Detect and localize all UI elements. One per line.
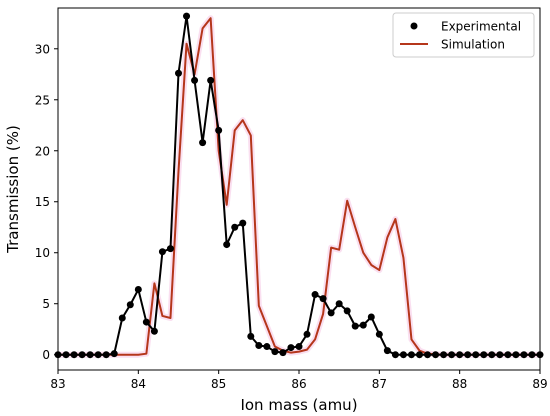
experimental-point [231, 223, 239, 231]
x-axis-ticks: 83 84 85 86 87 88 89 [50, 370, 548, 391]
experimental-point [70, 351, 78, 359]
y-tick-label: 0 [42, 348, 50, 362]
experimental-point [480, 351, 488, 359]
x-tick-label: 83 [50, 377, 65, 391]
experimental-point [472, 351, 480, 359]
x-tick-label: 84 [131, 377, 146, 391]
legend-box [392, 12, 535, 58]
experimental-point [287, 344, 295, 352]
x-tick-label: 88 [452, 377, 467, 391]
experimental-point [166, 245, 174, 253]
experimental-point [520, 351, 528, 359]
experimental-point [448, 351, 456, 359]
experimental-point [271, 348, 279, 356]
experimental-point [407, 351, 415, 359]
experimental-point [223, 241, 231, 249]
experimental-point [126, 301, 134, 309]
experimental-point [432, 351, 440, 359]
experimental-point [303, 330, 311, 338]
experimental-point [255, 342, 263, 350]
experimental-point [424, 351, 432, 359]
experimental-point [215, 126, 223, 134]
experimental-point [86, 351, 94, 359]
experimental-point [311, 291, 319, 299]
y-tick-label: 25 [35, 93, 50, 107]
y-tick-label: 10 [35, 246, 50, 260]
experimental-point [175, 69, 182, 77]
experimental-point [134, 285, 142, 293]
experimental-point [183, 12, 191, 20]
plot-area [54, 12, 544, 359]
experimental-point [150, 327, 158, 335]
y-axis-label: Transmission (%) [4, 125, 22, 254]
experimental-point [367, 313, 375, 321]
experimental-point [279, 349, 287, 357]
experimental-point [359, 321, 367, 329]
experimental-point [158, 248, 166, 256]
y-axis-ticks: 0 5 10 15 20 25 30 [35, 42, 58, 362]
experimental-point [351, 322, 359, 330]
experimental-point [94, 351, 102, 359]
experimental-point [504, 351, 512, 359]
experimental-point [343, 307, 351, 315]
experimental-point [488, 351, 496, 359]
legend-simulation-label: Simulation [441, 38, 505, 52]
y-tick-label: 30 [35, 42, 50, 56]
experimental-point [247, 332, 255, 340]
x-tick-label: 85 [211, 377, 226, 391]
legend-experimental-label: Experimental [441, 20, 521, 34]
y-tick-label: 20 [35, 144, 50, 158]
legend-experimental-marker [410, 22, 418, 30]
x-axis-label: Ion mass (amu) [240, 396, 357, 414]
experimental-point [62, 351, 70, 359]
experimental-point [375, 330, 383, 338]
legend: Experimental Simulation [392, 12, 535, 58]
experimental-point [391, 351, 399, 359]
experimental-point [118, 314, 126, 322]
x-tick-label: 87 [372, 377, 387, 391]
experimental-point [295, 343, 303, 351]
experimental-point [464, 351, 472, 359]
experimental-point [191, 76, 199, 84]
y-tick-label: 15 [35, 195, 50, 209]
y-tick-label: 5 [42, 297, 50, 311]
experimental-point [199, 139, 207, 147]
experimental-point [496, 351, 504, 359]
experimental-point [327, 309, 335, 317]
experimental-point [440, 351, 448, 359]
series-experimental [54, 12, 544, 359]
experimental-point [456, 351, 464, 359]
experimental-point [263, 343, 271, 351]
experimental-point [110, 350, 118, 358]
experimental-point [207, 76, 215, 84]
x-tick-label: 86 [291, 377, 306, 391]
x-tick-label: 89 [532, 377, 547, 391]
experimental-point [142, 318, 150, 326]
experimental-point [528, 351, 536, 359]
experimental-point [319, 295, 327, 303]
experimental-point [78, 351, 86, 359]
experimental-point [399, 351, 407, 359]
experimental-point [512, 351, 520, 359]
experimental-point [239, 219, 247, 227]
experimental-point [335, 300, 343, 308]
experimental-point [383, 347, 391, 355]
experimental-point [416, 351, 423, 359]
experimental-point [102, 351, 110, 359]
